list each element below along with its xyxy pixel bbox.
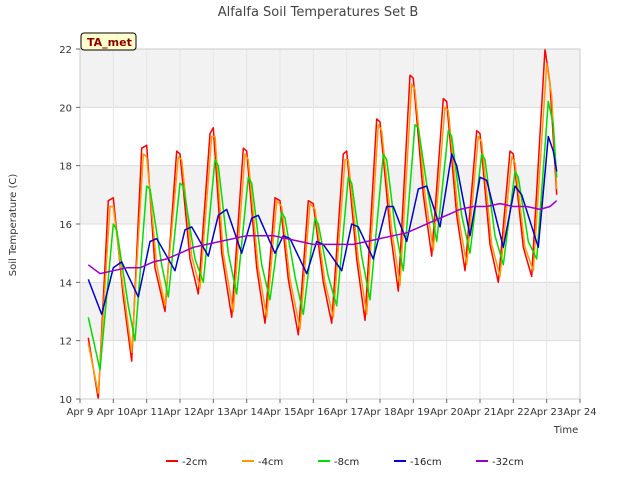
legend-item: -16cm — [394, 457, 442, 468]
chart-title: Alfalfa Soil Temperatures Set B — [218, 5, 419, 20]
x-tick-label: Apr 19 — [397, 407, 430, 418]
series-line-32cmcm — [87, 200, 558, 275]
y-tick-label: 14 — [59, 278, 72, 289]
grid-band — [80, 49, 580, 108]
y-tick-label: 10 — [59, 395, 72, 406]
y-tick-label: 20 — [59, 103, 72, 114]
y-tick-label: 18 — [59, 162, 72, 173]
legend-item: -2cm — [166, 457, 207, 468]
legend-label: -4cm — [258, 457, 283, 468]
y-tick-label: 16 — [59, 220, 72, 231]
grid-band — [80, 165, 580, 224]
legend-label: -8cm — [334, 457, 359, 468]
y-tick-label: 12 — [59, 337, 72, 348]
x-tick-label: Apr 11 — [130, 407, 163, 418]
series-line-16cmcm — [87, 135, 558, 316]
x-tick-label: Apr 18 — [363, 407, 396, 418]
x-tick-label: Apr 23 — [530, 407, 563, 418]
x-tick-label: Apr 24 — [563, 407, 596, 418]
x-tick-label: Apr 10 — [97, 407, 130, 418]
series-lines — [87, 48, 558, 400]
x-tick-label: Apr 14 — [230, 407, 263, 418]
series-line-4cmcm — [87, 62, 558, 394]
x-tick-label: Apr 13 — [197, 407, 230, 418]
series-line-8cmcm — [87, 100, 558, 371]
x-tick-label: Apr 22 — [497, 407, 530, 418]
y-axis-title: Soil Temperature (C) — [8, 174, 19, 277]
x-tick-label: Apr 12 — [163, 407, 196, 418]
legend: -2cm -4cm -8cm -16cm -32cm — [166, 457, 524, 468]
x-axis-title: Time — [553, 425, 578, 436]
x-tick-label: Apr 16 — [297, 407, 330, 418]
x-tick-label: Apr 9 — [67, 407, 94, 418]
station-badge-label: TA_met — [87, 36, 132, 49]
x-tick-label: Apr 17 — [330, 407, 363, 418]
station-badge-box — [80, 32, 137, 51]
legend-label: -2cm — [182, 457, 207, 468]
y-tick-label: 22 — [59, 45, 72, 56]
station-badge: TA_met — [80, 32, 137, 51]
x-tick-label: Apr 15 — [263, 407, 296, 418]
legend-label: -16cm — [410, 457, 442, 468]
x-tick-label: Apr 21 — [463, 407, 496, 418]
legend-item: -32cm — [476, 457, 524, 468]
x-tick-label: Apr 20 — [430, 407, 463, 418]
legend-item: -8cm — [318, 457, 359, 468]
legend-item: -4cm — [242, 457, 283, 468]
legend-label: -32cm — [492, 457, 524, 468]
